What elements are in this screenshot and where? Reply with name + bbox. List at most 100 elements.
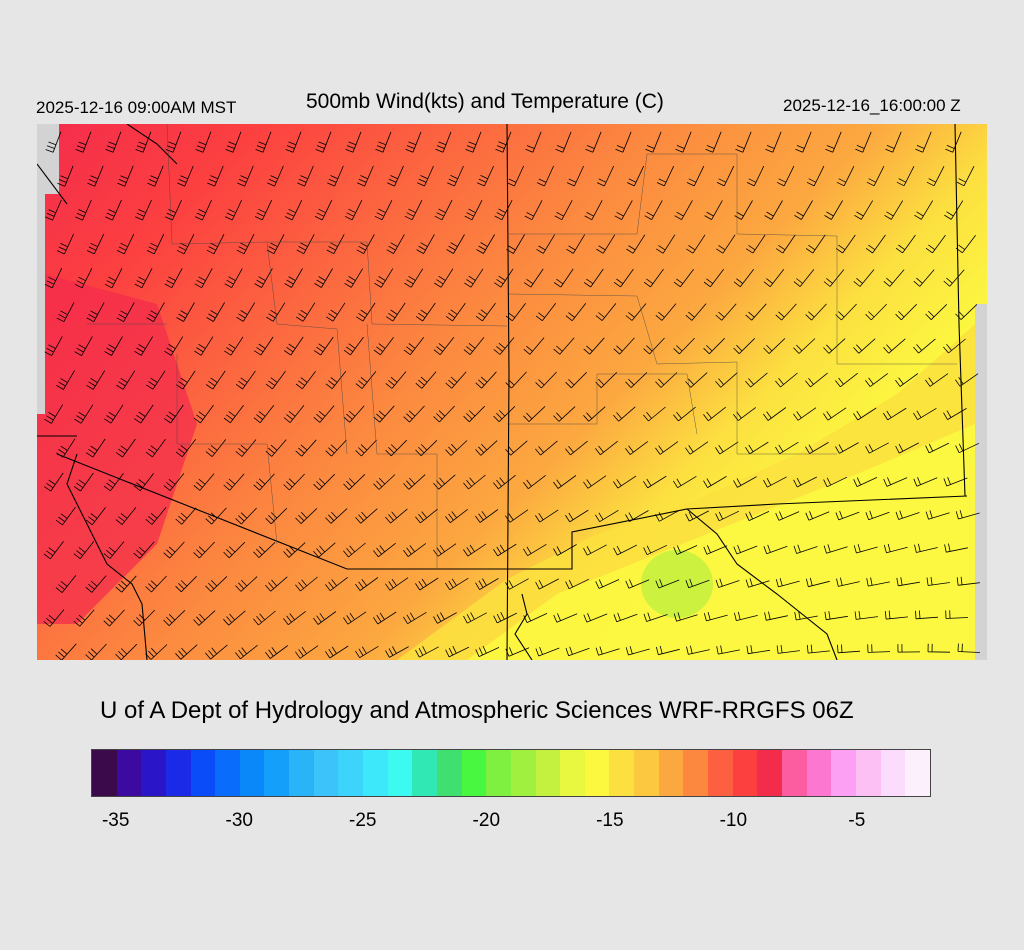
wind-barb xyxy=(44,336,63,356)
wind-barb xyxy=(625,372,648,388)
wind-barb xyxy=(595,646,620,656)
wind-barb xyxy=(655,441,679,455)
wind-barb xyxy=(253,542,276,558)
wind-barb xyxy=(356,234,375,254)
wind-barb xyxy=(913,477,938,487)
wind-barb xyxy=(373,542,396,558)
wind-barb xyxy=(715,510,740,522)
wind-barb xyxy=(147,165,164,187)
wind-barb xyxy=(295,645,319,659)
wind-barb xyxy=(385,646,409,658)
wind-barb xyxy=(926,166,945,187)
wind-barb xyxy=(895,303,917,321)
wind-barb xyxy=(703,337,725,355)
colorbar-swatch xyxy=(732,750,758,796)
wind-barb xyxy=(614,200,633,220)
wind-barb xyxy=(295,576,318,592)
wind-barb xyxy=(44,404,64,424)
wind-barb xyxy=(733,269,755,288)
wind-barb xyxy=(325,439,347,457)
wind-barb xyxy=(355,508,378,524)
wind-barb xyxy=(313,405,335,423)
colorbar-tick-label: -5 xyxy=(848,810,866,831)
wind-barb xyxy=(656,165,675,187)
wind-barb xyxy=(343,474,366,490)
wind-barb xyxy=(835,372,858,388)
colorbar-swatch xyxy=(831,750,856,796)
wind-barb xyxy=(355,302,376,322)
wind-barb xyxy=(493,337,515,355)
wind-barb xyxy=(193,404,214,424)
wind-barb xyxy=(805,234,826,254)
wind-barb xyxy=(236,234,255,255)
wind-barb xyxy=(956,576,980,586)
wind-barb xyxy=(925,510,950,520)
wind-barb xyxy=(715,372,738,388)
wind-barb xyxy=(837,644,861,654)
wind-barb xyxy=(445,577,469,591)
wind-barb xyxy=(343,405,365,423)
wind-barb xyxy=(104,268,123,289)
wind-barb xyxy=(475,440,498,456)
wind-barb xyxy=(626,165,645,187)
wind-barb xyxy=(415,508,438,524)
wind-barb xyxy=(403,543,427,557)
wind-barb xyxy=(447,165,464,187)
wind-barb xyxy=(373,474,396,490)
wind-barb xyxy=(915,131,932,153)
wind-barb xyxy=(673,337,695,355)
wind-barb xyxy=(314,199,333,221)
wind-barb xyxy=(733,544,758,555)
wind-barb xyxy=(235,439,257,457)
wind-barb xyxy=(763,338,786,354)
colorbar-swatch xyxy=(634,750,659,796)
wind-barb xyxy=(825,131,842,153)
wind-barb xyxy=(553,475,577,489)
wind-barb xyxy=(163,541,185,559)
wind-barb xyxy=(325,508,348,524)
wind-barb xyxy=(285,131,302,153)
wind-barb xyxy=(896,166,915,187)
wind-barb xyxy=(535,578,559,590)
wind-barb xyxy=(176,234,195,255)
wind-barb xyxy=(865,442,889,454)
colorbar-swatch xyxy=(461,750,487,796)
wind-barb xyxy=(265,439,287,457)
wind-barb xyxy=(343,336,364,356)
wind-barb xyxy=(805,442,829,454)
wind-barb xyxy=(926,577,950,586)
colorbar-swatch xyxy=(560,750,585,796)
wind-barb xyxy=(403,405,425,423)
colorbar-swatch xyxy=(412,750,437,796)
wind-barb xyxy=(884,200,904,220)
wind-barb xyxy=(655,578,680,589)
wind-barb xyxy=(355,577,379,591)
colorbar-swatch xyxy=(363,750,388,796)
wind-barb xyxy=(955,510,980,520)
wind-barb xyxy=(883,338,906,354)
wind-barb xyxy=(867,644,891,653)
wind-barb xyxy=(476,234,495,254)
wind-barb xyxy=(883,269,905,287)
wind-barb xyxy=(675,131,692,153)
colorbar-swatch xyxy=(313,750,339,796)
wind-barb xyxy=(373,611,397,625)
wind-barb xyxy=(704,200,723,220)
wind-barb xyxy=(565,578,590,590)
wind-barb xyxy=(775,441,799,455)
temperature-colorbar xyxy=(91,749,931,797)
wind-barb xyxy=(853,407,877,421)
wind-barb xyxy=(625,579,650,589)
wind-barb xyxy=(253,336,274,356)
colorbar-tick-label: -10 xyxy=(719,810,748,831)
colorbar-swatch xyxy=(683,750,709,796)
wind-barb xyxy=(55,575,77,593)
wind-barb xyxy=(73,472,94,492)
colorbar-swatch xyxy=(116,750,142,796)
wind-barb xyxy=(296,234,315,255)
wind-barb xyxy=(565,440,588,456)
wind-barb xyxy=(793,407,817,421)
wind-barb xyxy=(57,165,74,187)
wind-barb xyxy=(194,199,212,221)
wind-barb xyxy=(806,165,825,187)
